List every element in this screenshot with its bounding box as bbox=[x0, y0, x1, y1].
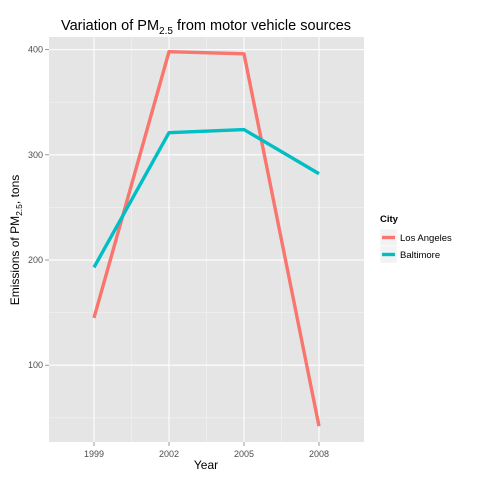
x-tick-label: 1999 bbox=[84, 449, 104, 459]
major-gridlines bbox=[49, 37, 364, 442]
legend-title: City bbox=[380, 214, 399, 225]
x-tick-label: 2005 bbox=[234, 449, 254, 459]
minor-gridlines bbox=[49, 37, 364, 442]
chart-title: Variation of PM2.5 from motor vehicle so… bbox=[61, 18, 351, 37]
x-axis-title: Year bbox=[194, 458, 218, 472]
x-tick-label: 2002 bbox=[159, 449, 179, 459]
series-lines bbox=[92, 50, 321, 427]
y-axis-title: Emissions of PM2.5, tons bbox=[8, 175, 24, 306]
x-tick-label: 2008 bbox=[309, 449, 329, 459]
legend-label: Los Angeles bbox=[400, 233, 452, 244]
y-tick-label: 200 bbox=[28, 255, 43, 265]
y-tick-label: 400 bbox=[28, 45, 43, 55]
legend-label: Baltimore bbox=[400, 250, 440, 261]
x-axis-ticks: 1999 2002 2005 2008 bbox=[84, 442, 329, 459]
y-axis-ticks: 100 200 300 400 bbox=[28, 45, 49, 370]
series-line-baltimore bbox=[92, 127, 320, 269]
legend: City Los Angeles Baltimore bbox=[379, 214, 452, 264]
y-tick-label: 100 bbox=[28, 360, 43, 370]
y-tick-label: 300 bbox=[28, 150, 43, 160]
series-line-los-angeles bbox=[92, 50, 321, 427]
